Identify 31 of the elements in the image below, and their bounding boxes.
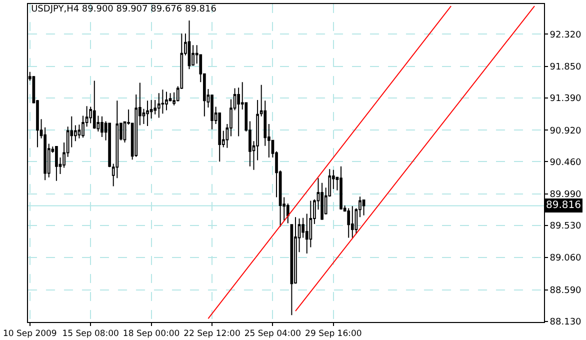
- x-tick-label: 15 Sep 08:00: [62, 329, 119, 340]
- y-tick-label: 92.320: [550, 30, 582, 40]
- y-tick-label: 90.920: [550, 126, 582, 136]
- x-tick-label: 10 Sep 2009: [2, 329, 57, 340]
- candlestick: [340, 166, 342, 210]
- y-tick-label: 89.530: [550, 222, 582, 232]
- ref-line-label: 89.816: [546, 200, 581, 211]
- x-tick-label: 22 Sep 12:00: [184, 329, 240, 340]
- chart-title: USDJPY,H4 89.900 89.907 89.676 89.816: [31, 4, 217, 14]
- y-tick-label: 91.390: [550, 94, 582, 104]
- candlestick: [146, 100, 149, 126]
- candlestick: [100, 116, 104, 138]
- candlestick: [92, 80, 96, 130]
- candlestick: [350, 206, 354, 238]
- y-tick-label: 90.460: [550, 158, 582, 168]
- y-tick-label: 88.130: [550, 317, 582, 328]
- candlestick: [165, 91, 168, 111]
- candlestick: [161, 89, 164, 114]
- x-tick-label: 29 Sep 16:00: [305, 329, 362, 340]
- candlestick: [157, 92, 160, 118]
- y-tick-label: 88.590: [550, 286, 582, 296]
- y-tick-label: 91.850: [550, 62, 582, 73]
- candlestick: [188, 20, 191, 70]
- y-tick-label: 89.990: [550, 190, 582, 200]
- y-tick-label: 89.060: [550, 254, 582, 264]
- candlestick: [362, 199, 366, 216]
- candlestick: [347, 208, 350, 238]
- candlestick: [55, 146, 58, 182]
- x-tick-label: 25 Sep 04:00: [244, 329, 302, 340]
- x-tick-label: 18 Sep 00:00: [122, 329, 180, 340]
- candlestick: [320, 182, 324, 220]
